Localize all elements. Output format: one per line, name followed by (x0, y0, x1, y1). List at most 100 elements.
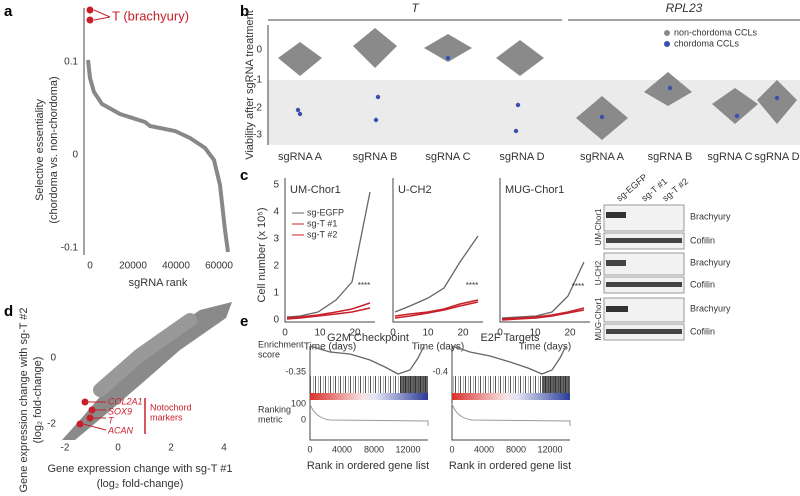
western-blot: sg-EGFP sg-T #1 sg-T #2 UM-Chor1 U-CH2 M… (594, 172, 731, 341)
axis (284, 178, 375, 323)
y-tick-label: -0.1 (61, 243, 79, 254)
leader-line (82, 401, 107, 431)
panel-c: Cell number (x 10⁵) 0 1 2 3 4 5 UM-Chor1… (256, 172, 731, 353)
group-label: T (411, 1, 420, 15)
axis-label: Ranking (258, 404, 291, 414)
curve (86, 59, 230, 253)
x-tick-label: sgRNA B (353, 151, 398, 163)
y-axis-label: (log₂ fold-change) (32, 357, 44, 444)
line (501, 307, 585, 320)
x-tick-label: 20 (457, 328, 469, 339)
swarm (496, 40, 544, 76)
legend-label: chordoma CCLs (674, 38, 740, 48)
plot-title: MUG-Chor1 (505, 184, 564, 196)
gene-label: COL2A1 (108, 396, 143, 406)
x-axis-label: Time (days) (412, 342, 464, 353)
x-tick-label: 20000 (119, 261, 147, 272)
plot-title: U-CH2 (398, 184, 432, 196)
plot-title: G2M Checkpoint (327, 332, 409, 344)
x-tick-label: sgRNA B (648, 151, 693, 163)
legend-label: non-chordoma CCLs (674, 27, 758, 37)
x-axis-label: (log₂ fold-change) (97, 478, 184, 490)
x-tick-label: 20 (349, 328, 361, 339)
panel-label: a (4, 3, 13, 20)
y-tick-label: 5 (273, 180, 279, 191)
x-axis-label: sgRNA rank (129, 277, 188, 289)
panel-d: COL2A1 SOX9 T ACAN Notochord markers 0 -… (18, 302, 233, 493)
plot-title: E2F Targets (480, 332, 540, 344)
cell-line-label: UM-Chor1 (594, 208, 603, 245)
protein-label: Brachyury (690, 257, 731, 267)
scatter-cloud (62, 302, 232, 440)
panel-label: d (4, 303, 13, 320)
band (606, 238, 682, 243)
y-tick-label: 100 (291, 398, 306, 408)
x-tick-label: 0 (115, 443, 121, 454)
marker-genes (76, 398, 96, 428)
panel-label: b (240, 3, 249, 20)
scatter-core (93, 313, 197, 397)
x-tick-label: sgRNA D (754, 151, 799, 163)
band (606, 282, 682, 287)
x-axis-label: Gene expression change with sg-T #1 (47, 463, 232, 475)
x-axis-label: Rank in ordered gene list (307, 460, 429, 472)
band (606, 329, 682, 334)
barcode (452, 376, 570, 393)
panel-b: T RPL23 0 -1 -2 -3 Viability after sgRNA… (244, 1, 800, 163)
x-tick-label: 0 (449, 444, 454, 454)
gene-label: ACAN (107, 425, 134, 435)
y-tick-label: -3 (253, 130, 262, 141)
axis-label: score (258, 349, 280, 359)
axis (499, 178, 590, 323)
x-tick-label: sgRNA A (580, 151, 625, 163)
y-tick-label: 3 (273, 234, 279, 245)
band (606, 306, 628, 312)
line (394, 301, 479, 319)
y-tick-label: 0 (72, 150, 78, 161)
line (286, 302, 371, 319)
y-tick-label: 4 (273, 207, 279, 218)
gsea-plot: G2M Checkpoint -0.35 100 0 0 4000 8000 1… (285, 332, 429, 472)
swarm (757, 80, 797, 124)
y-tick-label: -0.35 (285, 366, 306, 376)
x-tick-label: 4 (221, 443, 227, 454)
x-tick-label: 10 (529, 328, 541, 339)
panel-e: Enrichment score Ranking metric G2M Chec… (258, 332, 571, 472)
group-label: RPL23 (666, 1, 703, 15)
legend-label: sg-T #1 (307, 218, 337, 228)
panel-label: c (240, 167, 248, 184)
y-tick-label: -0.4 (432, 366, 448, 376)
line (286, 191, 371, 318)
x-tick-label: sgRNA C (707, 151, 752, 163)
x-tick-label: 2 (168, 443, 174, 454)
x-axis-label: Rank in ordered gene list (449, 460, 571, 472)
y-tick-label: -2 (47, 419, 56, 430)
line (501, 309, 585, 321)
cell-line-label: MUG-Chor1 (594, 297, 603, 341)
y-axis-label: (chordoma vs. non-chordoma) (48, 76, 60, 223)
y-tick-label: 2 (273, 261, 279, 272)
axis-label: Enrichment (258, 339, 304, 349)
metric-curve (451, 403, 571, 426)
y-tick-label: -1 (253, 75, 262, 86)
enrichment-curve (309, 345, 425, 375)
background-band (268, 80, 800, 145)
x-tick-label: 10 (422, 328, 434, 339)
line (501, 261, 585, 319)
x-tick-label: 0 (497, 328, 503, 339)
protein-label: Cofilin (690, 326, 715, 336)
growth-plot: U-CH2 **** 0 10 20 Time (days) (390, 178, 483, 353)
pointer (93, 9, 111, 21)
x-tick-label: 10 (314, 328, 326, 339)
highlight-dot (86, 16, 94, 24)
growth-plot: MUG-Chor1 **** 0 10 20 Time (days) (497, 178, 590, 353)
x-tick-label: 8000 (364, 444, 384, 454)
protein-label: Cofilin (690, 279, 715, 289)
band (606, 260, 626, 266)
beeswarms (278, 28, 797, 140)
swarm (353, 28, 397, 68)
x-tick-label: 4000 (474, 444, 494, 454)
x-tick-label: sgRNA A (278, 151, 323, 163)
plot-title: UM-Chor1 (290, 184, 341, 196)
x-tick-label: -2 (61, 443, 70, 454)
